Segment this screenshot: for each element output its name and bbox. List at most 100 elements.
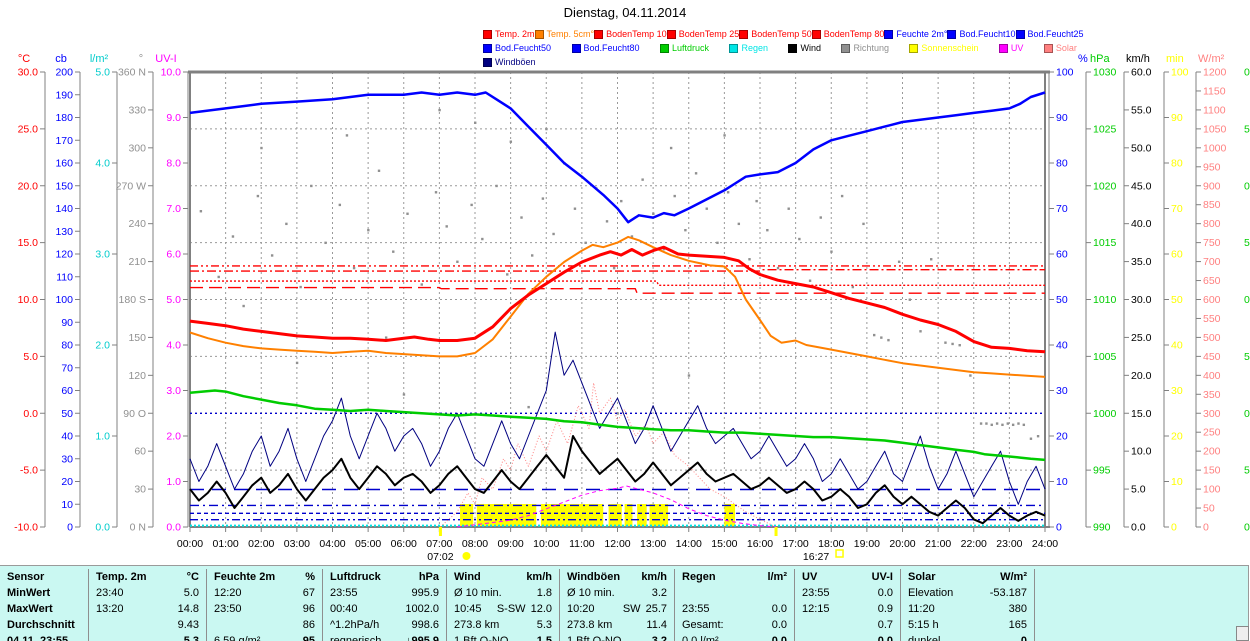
legend-label: Solar [1055,43,1077,53]
chart-legend: Temp. 2m Temp. 5cm° BodenTemp 10 BodenTemp … [483,27,1084,69]
wind-direction-dot [545,127,548,131]
axis-tick-label: 1000 [1203,142,1227,154]
legend-label: BodenTemp 25 [678,29,740,39]
bod-feucht10-swatch-icon [947,29,957,39]
luftdruck-swatch-icon [660,43,669,53]
x-axis-label: 14:00 [676,538,702,550]
axis-tick-label: 150 [128,332,146,344]
wind-direction-dot [985,422,988,425]
wind-direction-dot [630,235,634,238]
stat-cell: 23:55 0.0 [794,585,900,601]
resize-grip[interactable] [1236,626,1249,641]
axis-tick-label: 20 [1056,431,1068,443]
series-luftdruck [189,389,1046,462]
legend-label: BodenTemp 80 [823,29,885,39]
legend-item-temp-2m: Temp. 2m [483,29,535,39]
axis-tick-label: 1005 [1093,351,1117,363]
stat-filler-cell [1034,633,1248,641]
axis-tick-label: 6.0 [166,249,181,261]
axis-tick-label: 30.0 [18,67,39,79]
wind-direction-dot [830,250,833,253]
stat-cell: 12:15 0.9 [794,601,900,617]
axis-tick-label: 60 [1056,249,1068,261]
stat-row-label: 04.11. 23:55 [7,635,69,641]
stat-cell: Gesamt: 0.0 [674,617,794,633]
stat-cell: 00:40 1002.0 [322,601,446,617]
axis-tick-label: 1200 [1203,67,1227,79]
wind-direction-dot [620,199,623,203]
wind-direction-dot [969,374,972,377]
wind-direction-dot [979,422,983,425]
stat-cell: 6.59 g/m² 95 [206,633,322,641]
axis-unit-label: UV-I [155,53,176,65]
axis-unit-label: % [1078,53,1088,65]
axis-tick-label: 1100 [1203,104,1226,116]
stat-row-label: Durchschnitt [7,619,75,631]
stat-cell: 23:40 5.0 [88,585,206,601]
axis-tick-label: 30 [134,484,146,496]
legend-item-feuchte-2m: Feuchte 2m° [884,29,947,39]
x-axis-label: 07:00 [426,538,452,550]
axis-tick-label: 1.0 [166,476,181,488]
axis-tick-label: 60 [1171,249,1183,261]
legend-item-windb-en: Windböen [483,57,536,67]
axis-tick-label: 995 [1093,465,1111,477]
stat-filler-cell [1034,601,1248,617]
axis-tick-label: 180 [55,112,73,124]
series-uv [457,485,777,528]
sunrise-axis-marker [438,527,442,536]
statistics-table: Sensor Temp. 2m °C Feuchte 2m% Luftdruck hPa W… [0,565,1249,641]
x-axis-label: 19:00 [854,538,880,550]
bodentemp-50-swatch-icon [739,29,749,39]
axis-tick-label: 650 [1203,275,1221,287]
legend-item-sonnenschein: Sonnenschein [909,43,978,53]
wind-direction-dot [584,241,587,245]
axis-tick-label: 80 [61,340,73,352]
wind-direction-dot [352,266,356,270]
x-axis-label: 15:00 [711,538,737,550]
axis-tick-label: 450 [1203,351,1221,363]
axis-tick-label: 0 [1171,522,1177,534]
legend-row: Temp. 2m Temp. 5cm° BodenTemp 10 BodenTemp … [483,27,1084,41]
axis-tick-label: 50 [1056,294,1068,306]
series-wind [189,435,1046,525]
axis-tick-label: 20.0 [18,180,39,192]
wind-direction-dot [367,228,370,232]
legend-label: Temp. 2m [495,29,535,39]
x-axis-label: 04:00 [319,538,345,550]
wind-direction-dot [641,178,644,181]
axis-tick-label: 10.0 [161,67,182,79]
wind-direction-dot [495,184,498,188]
stat-cell: Elevation -53.187 [900,585,1034,601]
wind-direction-dot [819,216,822,219]
wind-direction-dot [392,250,395,253]
stat-filler-cell [1034,569,1248,585]
wind-direction-dot [716,241,719,245]
wind-direction-dot [1029,437,1033,440]
wind-direction-dot [873,333,876,337]
clipped-axis-fragment: 0 [1244,180,1250,192]
stat-column-header: Solar W/m² [900,569,1034,585]
axis-tick-label: 5.0 [1131,484,1146,496]
wind-direction-dot [995,422,999,425]
bod-feucht25-swatch-icon [1015,29,1025,39]
axis-tick-label: 130 [55,226,73,238]
wind-direction-dot [474,121,477,124]
wind-direction-dot [256,194,260,198]
wind-direction-dot [295,361,299,365]
axis-tick-label: 40.0 [1131,218,1152,230]
axis-tick-label: 30 [61,453,73,465]
clipped-axis-fragment: 0 [1244,408,1250,420]
stat-row-label: MaxWert [7,603,53,615]
sunshine-bar [637,504,647,526]
sunshine-bar [649,504,669,526]
axis-tick-label: 50 [1203,503,1215,515]
axis-tick-label: 30 [1171,385,1183,397]
x-axis-label: 22:00 [961,538,987,550]
wind-direction-dot [260,146,263,150]
wind-direction-dot [242,304,245,308]
series-feuchte-2m [189,91,1046,224]
wind-direction-dot [808,279,812,282]
legend-item-richtung: Richtung [841,43,889,53]
wind-direction-dot [862,222,865,226]
